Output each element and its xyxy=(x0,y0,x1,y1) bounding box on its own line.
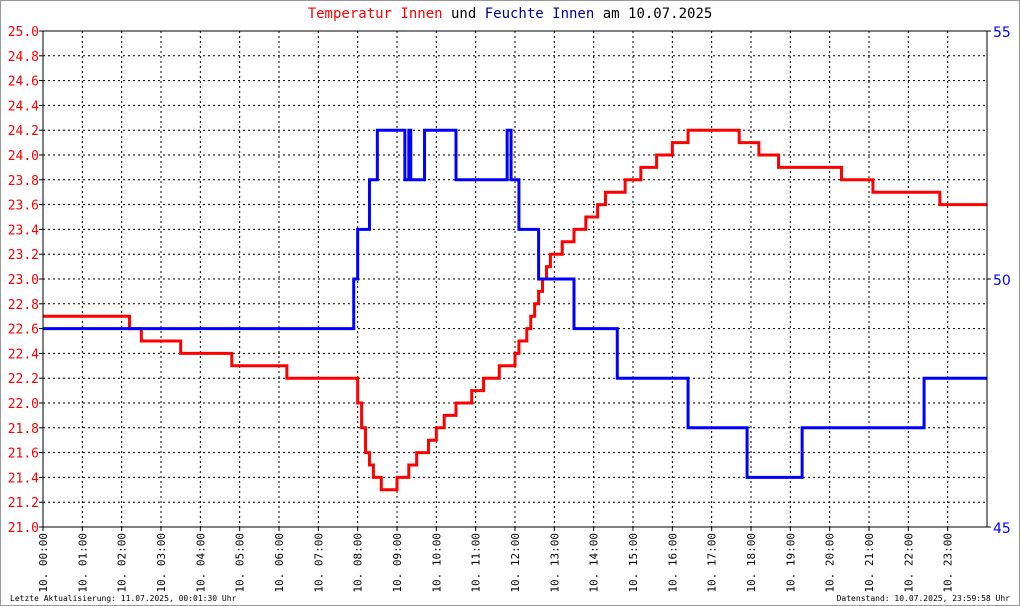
data-state-text: Datenstand: 10.07.2025, 23:59:58 Uhr xyxy=(836,594,1010,603)
x-tick-label: 10. 04:00 xyxy=(194,533,207,593)
y-left-tick-label: 21.4 xyxy=(8,471,39,486)
x-tick-label: 10. 05:00 xyxy=(234,533,247,593)
y-left-tick-label: 23.8 xyxy=(8,174,39,189)
y-left-tick-label: 24.6 xyxy=(8,75,39,90)
y-left-tick-label: 24.0 xyxy=(8,149,39,164)
x-tick-label: 10. 19:00 xyxy=(784,533,797,593)
y-left-tick-label: 24.2 xyxy=(8,124,39,139)
y-right-tick-label: 55 xyxy=(993,25,1011,41)
y-left-tick-label: 23.0 xyxy=(8,273,39,288)
y-left-tick-label: 21.2 xyxy=(8,496,39,511)
x-tick-label: 10. 02:00 xyxy=(116,533,129,593)
x-tick-label: 10. 06:00 xyxy=(273,533,286,593)
y-left-tick-label: 21.0 xyxy=(8,521,39,536)
y-left-tick-label: 22.6 xyxy=(8,323,39,338)
x-tick-label: 10. 09:00 xyxy=(391,533,404,593)
x-tick-label: 10. 14:00 xyxy=(588,533,601,593)
x-tick-label: 10. 21:00 xyxy=(863,533,876,593)
y-left-tick-label: 24.8 xyxy=(8,50,39,65)
x-tick-label: 10. 01:00 xyxy=(76,533,89,593)
x-tick-label: 10. 10:00 xyxy=(430,533,443,593)
x-tick-label: 10. 11:00 xyxy=(470,533,483,593)
plot-frame xyxy=(42,30,988,528)
y-left-tick-label: 22.2 xyxy=(8,372,39,387)
x-tick-label: 10. 15:00 xyxy=(627,533,640,593)
x-tick-label: 10. 17:00 xyxy=(706,533,719,593)
x-tick-label: 10. 03:00 xyxy=(155,533,168,593)
y-left-tick-label: 22.0 xyxy=(8,397,39,412)
series-line-temperature xyxy=(43,128,987,492)
y-left-tick-label: 24.4 xyxy=(8,99,39,114)
title-temperature: Temperatur Innen xyxy=(307,6,443,22)
y-left-tick-label: 23.4 xyxy=(8,223,39,238)
x-tick-label: 10. 23:00 xyxy=(942,533,955,593)
last-update-text: Letzte Aktualisierung: 11.07.2025, 00:01… xyxy=(10,594,237,603)
y-left-tick-label: 25.0 xyxy=(8,25,39,40)
y-left-tick-label: 23.6 xyxy=(8,199,39,214)
y-left-tick-label: 22.4 xyxy=(8,347,39,362)
y-right-tick-label: 45 xyxy=(993,521,1011,537)
x-tick-label: 10. 16:00 xyxy=(666,533,679,593)
chart-title: Temperatur Innen und Feuchte Innen am 10… xyxy=(1,6,1019,22)
y-left-tick-label: 22.8 xyxy=(8,298,39,313)
x-tick-label: 10. 00:00 xyxy=(37,533,50,593)
y-right-tick-label: 50 xyxy=(993,273,1011,289)
x-tick-label: 10. 22:00 xyxy=(902,533,915,593)
y-left-tick-label: 23.2 xyxy=(8,248,39,263)
x-tick-label: 10. 18:00 xyxy=(745,533,758,593)
title-date: am 10.07.2025 xyxy=(602,6,713,22)
series-line-humidity xyxy=(43,128,987,479)
x-tick-label: 10. 07:00 xyxy=(312,533,325,593)
y-left-tick-label: 21.6 xyxy=(8,447,39,462)
title-humidity: Feuchte Innen xyxy=(484,6,595,22)
x-tick-label: 10. 20:00 xyxy=(824,533,837,593)
x-tick-label: 10. 13:00 xyxy=(548,533,561,593)
x-tick-label: 10. 12:00 xyxy=(509,533,522,593)
x-tick-label: 10. 08:00 xyxy=(352,533,365,593)
y-left-tick-label: 21.8 xyxy=(8,422,39,437)
title-and: und xyxy=(450,6,477,22)
